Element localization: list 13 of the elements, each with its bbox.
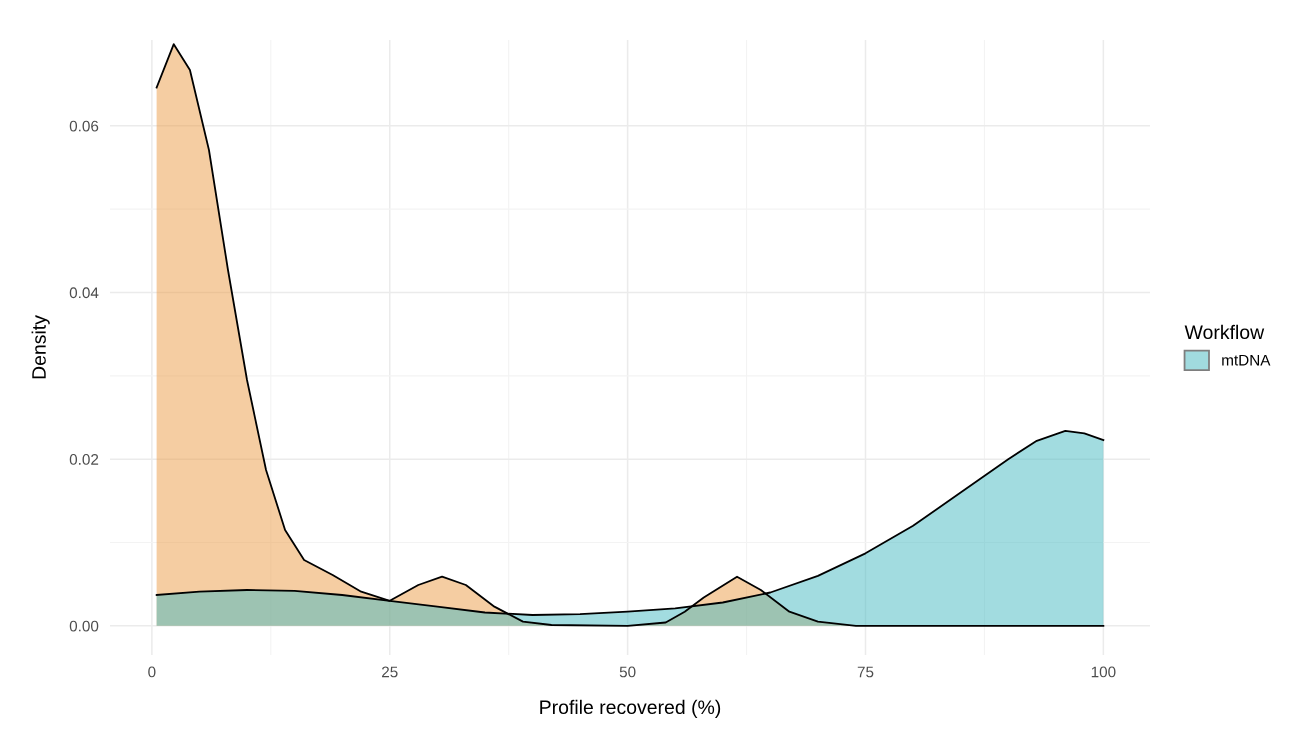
y-tick-label: 0.06: [69, 120, 99, 132]
y-tick-label: 0.02: [69, 454, 99, 465]
y-tick-label: 0.04: [69, 287, 99, 299]
x-tick-label: 100: [1091, 666, 1116, 678]
legend-title: Workflow: [1184, 324, 1265, 340]
y-axis-title: Density: [31, 315, 50, 379]
x-tick-label: 0: [148, 666, 156, 678]
y-tick-label: 0.00: [69, 620, 99, 632]
x-axis-title: Profile recovered (%): [540, 699, 721, 718]
x-tick-label: 25: [382, 666, 398, 678]
x-tick-label: 50: [619, 666, 636, 678]
legend-label: mtDNA: [1222, 354, 1271, 366]
x-tick-label: 75: [857, 666, 874, 678]
